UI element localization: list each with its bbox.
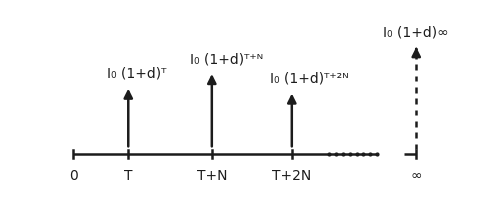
Text: T: T bbox=[124, 169, 132, 183]
Text: I₀ (1+d)ᵀ⁺²ᴺ: I₀ (1+d)ᵀ⁺²ᴺ bbox=[270, 72, 349, 86]
Text: ∞: ∞ bbox=[410, 169, 422, 183]
Text: T+N: T+N bbox=[196, 169, 227, 183]
Text: I₀ (1+d)ᵀ⁺ᴺ: I₀ (1+d)ᵀ⁺ᴺ bbox=[190, 52, 264, 66]
Text: I₀ (1+d)ᵀ: I₀ (1+d)ᵀ bbox=[107, 67, 166, 81]
Text: I₀ (1+d)∞: I₀ (1+d)∞ bbox=[384, 25, 449, 39]
Text: T+2N: T+2N bbox=[272, 169, 312, 183]
Text: 0: 0 bbox=[69, 169, 78, 183]
